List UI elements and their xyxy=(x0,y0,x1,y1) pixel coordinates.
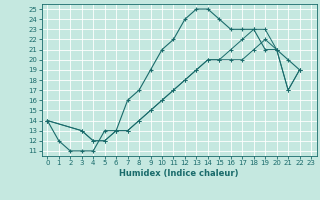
X-axis label: Humidex (Indice chaleur): Humidex (Indice chaleur) xyxy=(119,169,239,178)
